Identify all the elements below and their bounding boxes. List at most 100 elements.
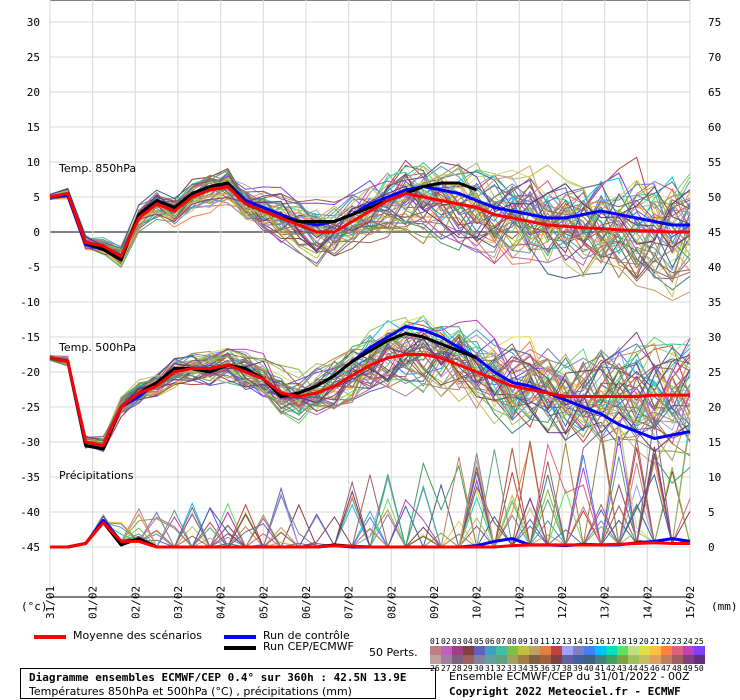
pert-number: 38	[562, 664, 572, 673]
pert-color-swatch	[430, 655, 441, 664]
pert-color-swatch	[584, 646, 595, 655]
pert-number: 17	[606, 637, 616, 646]
pert-number: 10	[529, 637, 539, 646]
x-tick-label: 07/02	[343, 586, 356, 619]
x-axis-ticks: 31/01 01/02 02/02 03/02 04/02 05/02 06/02 07/02…	[44, 586, 697, 619]
pert-number: 37	[551, 664, 561, 673]
pert-color-swatch	[441, 646, 452, 655]
pert-number: 39	[573, 664, 583, 673]
left-tick-label: 10	[27, 156, 40, 169]
pert-color-swatch	[584, 655, 595, 664]
pert-color-swatch	[551, 655, 562, 664]
pert-number: 43	[617, 664, 627, 673]
pert-number: 11	[540, 637, 550, 646]
pert-number: 45	[639, 664, 649, 673]
perturbation-line	[49, 331, 691, 442]
pert-number: 47	[661, 664, 671, 673]
pert-number: 30	[474, 664, 484, 673]
pert-number: 22	[661, 637, 671, 646]
left-tick-label: -45	[20, 541, 40, 554]
label-t850: Temp. 850hPa	[58, 162, 136, 175]
legend-run-swatch	[224, 646, 256, 650]
pert-number: 50	[694, 664, 704, 673]
pert-color-swatch	[661, 655, 672, 664]
pert-color-swatch	[540, 655, 551, 664]
left-tick-label: -10	[20, 296, 40, 309]
pert-color-swatch	[650, 655, 661, 664]
left-tick-label: -20	[20, 366, 40, 379]
x-tick-label: 06/02	[300, 586, 313, 619]
pert-color-swatch	[683, 655, 694, 664]
right-tick-label: 70	[708, 51, 721, 64]
perturbation-line	[49, 183, 691, 255]
right-tick-label: 30	[708, 331, 721, 344]
left-unit-label: (°c)	[21, 600, 48, 613]
x-tick-label: 11/02	[513, 586, 526, 619]
pert-number: 49	[683, 664, 693, 673]
pert-color-swatch	[595, 655, 606, 664]
left-axis-ticks: 30 25 20 15 10 5 0 -5 -10 -15 -20 -25 -30 -35 -40 -45	[20, 16, 40, 554]
legend: Moyenne des scénarios Run de contrôle Ru…	[0, 628, 740, 700]
pert-number: 07	[496, 637, 506, 646]
right-tick-label: 10	[708, 471, 721, 484]
pert-number: 09	[518, 637, 528, 646]
label-precip: Précipitations	[59, 469, 134, 482]
right-tick-label: 75	[708, 16, 721, 29]
right-tick-label: 40	[708, 261, 721, 274]
legend-mean-swatch	[34, 635, 66, 639]
left-tick-label: -15	[20, 331, 40, 344]
x-tick-label: 31/01	[44, 586, 57, 619]
right-tick-label: 5	[708, 506, 715, 519]
x-tick-label: 08/02	[385, 586, 398, 619]
pert-color-swatch	[573, 646, 584, 655]
perturbation-line	[49, 177, 691, 298]
pert-color-swatch	[463, 646, 474, 655]
left-tick-label: -40	[20, 506, 40, 519]
pert-number: 21	[650, 637, 660, 646]
pert-color-swatch	[562, 655, 573, 664]
perturbation-line	[49, 337, 691, 442]
pert-number: 35	[529, 664, 539, 673]
left-tick-label: 20	[27, 86, 40, 99]
left-tick-label: -25	[20, 401, 40, 414]
right-tick-label: 60	[708, 121, 721, 134]
pert-color-swatch	[430, 646, 441, 655]
pert-number: 08	[507, 637, 517, 646]
perturbation-line	[49, 161, 691, 262]
pert-number: 25	[694, 637, 704, 646]
pert-color-swatch	[672, 655, 683, 664]
x-tick-label: 13/02	[599, 586, 612, 619]
legend-mean-label: Moyenne des scénarios	[73, 629, 202, 642]
pert-number: 48	[672, 664, 682, 673]
t850-mean-line	[49, 185, 690, 258]
perturbation-line	[49, 327, 691, 466]
diagram-subtitle: Températures 850hPa et 500hPa (°C) , pré…	[29, 685, 352, 698]
pert-color-swatch	[617, 655, 628, 664]
pert-number: 32	[496, 664, 506, 673]
x-tick-label: 10/02	[471, 586, 484, 619]
pert-number: 41	[595, 664, 605, 673]
pert-number: 24	[683, 637, 693, 646]
pert-number: 31	[485, 664, 495, 673]
legend-control-swatch	[224, 635, 256, 639]
pert-color-swatch	[694, 655, 705, 664]
pert-color-swatch	[441, 655, 452, 664]
pert-color-swatch	[650, 646, 661, 655]
pert-color-swatch	[672, 646, 683, 655]
right-tick-label: 45	[708, 226, 721, 239]
left-tick-label: 15	[27, 121, 40, 134]
pert-number: 36	[540, 664, 550, 673]
pert-color-swatch	[540, 646, 551, 655]
left-tick-label: 25	[27, 51, 40, 64]
pert-number: 15	[584, 637, 594, 646]
left-tick-label: -30	[20, 436, 40, 449]
pert-color-swatch	[507, 646, 518, 655]
perturbation-line	[50, 453, 690, 548]
pert-number: 04	[463, 637, 473, 646]
x-tick-label: 15/02	[684, 586, 697, 619]
pert-color-swatch	[617, 646, 628, 655]
pert-color-swatch	[474, 646, 485, 655]
right-tick-label: 35	[708, 296, 721, 309]
